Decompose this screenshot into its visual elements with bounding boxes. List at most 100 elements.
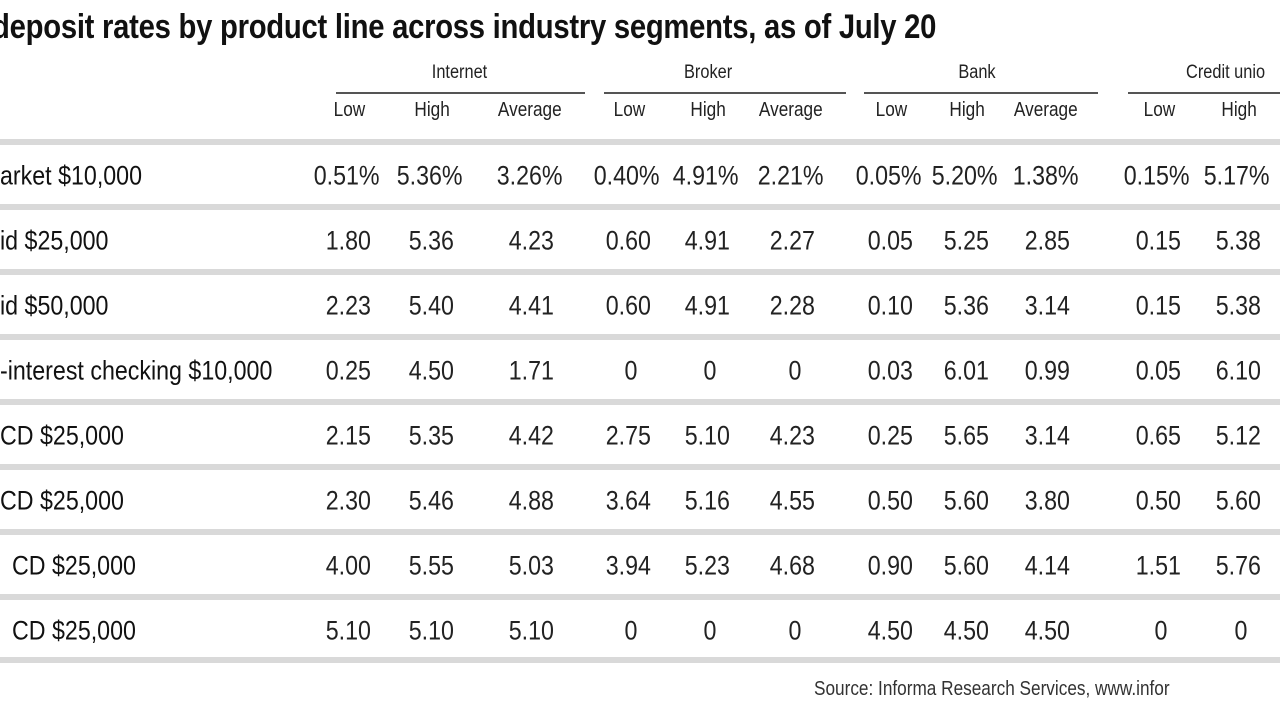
table-cell: 0	[703, 615, 717, 646]
table-cell: 5.35	[408, 420, 454, 451]
table-cell: 5.10	[684, 420, 730, 451]
table-cell: 4.23	[508, 225, 554, 256]
row-label: arket $10,000	[0, 160, 143, 191]
table-cell: 1.80	[325, 225, 371, 256]
table-cell: 4.50	[943, 615, 989, 646]
table-cell: 0	[624, 615, 638, 646]
column-header: Average	[1013, 99, 1078, 121]
column-header: Average	[758, 99, 823, 121]
table-cell: 0.15	[1135, 290, 1181, 321]
group-header: Broker	[684, 62, 733, 83]
table-cell: 4.23	[769, 420, 815, 451]
table-cell: 4.41	[508, 290, 554, 321]
table-cell: 0.99	[1024, 355, 1070, 386]
table-cell: 4.00	[325, 550, 371, 581]
table-cell: 0	[788, 355, 802, 386]
table-cell: 5.25	[943, 225, 989, 256]
table-cell: 0.03	[867, 355, 913, 386]
row-label: id $25,000	[0, 225, 109, 256]
table-cell: 0.15%	[1123, 160, 1190, 191]
table-cell: 0.05	[1135, 355, 1181, 386]
table-cell: 0	[624, 355, 638, 386]
table-cell: 1.71	[508, 355, 554, 386]
table-cell: 2.23	[325, 290, 371, 321]
table-cell: 0.50	[1135, 485, 1181, 516]
table-cell: 5.60	[1215, 485, 1261, 516]
table-cell: 3.94	[605, 550, 651, 581]
row-divider	[0, 139, 1280, 145]
table-cell: 4.50	[867, 615, 913, 646]
table-cell: 3.26%	[496, 160, 563, 191]
table-cell: 4.88	[508, 485, 554, 516]
row-label: CD $25,000	[0, 485, 124, 516]
table-cell: 0	[788, 615, 802, 646]
table-cell: 0.15	[1135, 225, 1181, 256]
table-cell: 0.51%	[313, 160, 380, 191]
table-cell: 0	[1234, 615, 1248, 646]
table-cell: 5.23	[684, 550, 730, 581]
table-cell: 0.05	[867, 225, 913, 256]
table-cell: 5.20%	[931, 160, 998, 191]
row-label: -interest checking $10,000	[0, 355, 273, 386]
group-header: Internet	[431, 62, 488, 83]
column-header: High	[949, 99, 985, 121]
table-cell: 3.14	[1024, 290, 1070, 321]
column-header: Average	[497, 99, 562, 121]
column-header: High	[690, 99, 726, 121]
row-label: CD $25,000	[0, 420, 124, 451]
row-divider	[0, 594, 1280, 600]
table-cell: 4.91%	[672, 160, 739, 191]
column-header: High	[1221, 99, 1257, 121]
table-cell: 3.80	[1024, 485, 1070, 516]
table-cell: 5.38	[1215, 225, 1261, 256]
table-cell: 1.51	[1135, 550, 1181, 581]
row-label: id $50,000	[0, 290, 109, 321]
column-header: Low	[1143, 99, 1176, 121]
column-header: Low	[613, 99, 646, 121]
row-label: CD $25,000	[12, 550, 136, 581]
table-cell: 4.50	[408, 355, 454, 386]
table-cell: 0.90	[867, 550, 913, 581]
row-divider	[0, 529, 1280, 535]
column-header: Low	[333, 99, 366, 121]
table-cell: 2.28	[769, 290, 815, 321]
table-cell: 3.64	[605, 485, 651, 516]
group-header-rule	[604, 92, 846, 94]
table-cell: 4.14	[1024, 550, 1070, 581]
table-cell: 0.25	[325, 355, 371, 386]
table-cell: 5.10	[325, 615, 371, 646]
table-cell: 4.91	[684, 225, 730, 256]
table-cell: 5.65	[943, 420, 989, 451]
row-divider	[0, 657, 1280, 663]
table-cell: 5.17%	[1203, 160, 1270, 191]
table-cell: 2.15	[325, 420, 371, 451]
table-cell: 5.36	[408, 225, 454, 256]
table-cell: 0.25	[867, 420, 913, 451]
table-cell: 0.50	[867, 485, 913, 516]
table-cell: 2.21%	[757, 160, 824, 191]
table-cell: 2.85	[1024, 225, 1070, 256]
table-cell: 0.10	[867, 290, 913, 321]
chart-title: deposit rates by product line across ind…	[0, 8, 937, 46]
table-cell: 0.65	[1135, 420, 1181, 451]
table-cell: 1.38%	[1012, 160, 1079, 191]
row-divider	[0, 334, 1280, 340]
table-cell: 4.50	[1024, 615, 1070, 646]
row-label: CD $25,000	[12, 615, 136, 646]
source-note: Source: Informa Research Services, www.i…	[814, 678, 1170, 700]
table-cell: 0	[1154, 615, 1168, 646]
table-cell: 0.05%	[855, 160, 922, 191]
table-cell: 5.40	[408, 290, 454, 321]
row-divider	[0, 464, 1280, 470]
table-cell: 5.10	[508, 615, 554, 646]
group-header: Bank	[958, 62, 996, 83]
table-cell: 5.03	[508, 550, 554, 581]
table-cell: 5.46	[408, 485, 454, 516]
table-cell: 5.38	[1215, 290, 1261, 321]
table-cell: 0.40%	[593, 160, 660, 191]
table-cell: 5.60	[943, 550, 989, 581]
table-cell: 0.60	[605, 290, 651, 321]
column-header: Low	[875, 99, 908, 121]
table-cell: 4.91	[684, 290, 730, 321]
table-cell: 4.42	[508, 420, 554, 451]
